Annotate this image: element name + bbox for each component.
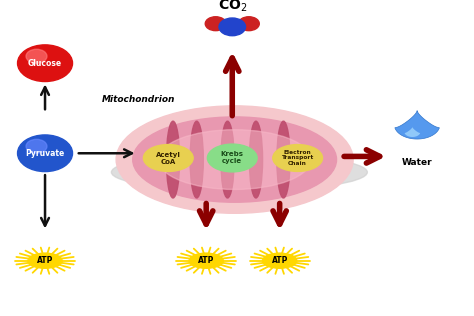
Text: Electron
Transport
Chain: Electron Transport Chain — [282, 150, 314, 166]
Ellipse shape — [158, 130, 311, 190]
Text: Acetyl
CoA: Acetyl CoA — [156, 151, 181, 165]
Ellipse shape — [133, 117, 337, 202]
Ellipse shape — [111, 153, 367, 191]
Circle shape — [205, 17, 226, 31]
Ellipse shape — [28, 253, 62, 268]
Circle shape — [18, 135, 73, 172]
Text: Water: Water — [402, 157, 432, 167]
Ellipse shape — [116, 106, 353, 213]
Ellipse shape — [277, 121, 290, 198]
Circle shape — [26, 139, 47, 153]
Ellipse shape — [143, 145, 193, 171]
Ellipse shape — [273, 145, 322, 171]
Circle shape — [26, 49, 47, 63]
Text: CO$_2$: CO$_2$ — [218, 0, 247, 14]
Polygon shape — [395, 111, 439, 139]
Polygon shape — [405, 127, 420, 137]
Circle shape — [238, 17, 259, 31]
Text: Mitochondrion: Mitochondrion — [102, 95, 175, 104]
Ellipse shape — [190, 121, 203, 198]
Ellipse shape — [263, 253, 297, 268]
Ellipse shape — [189, 253, 223, 268]
Ellipse shape — [207, 144, 257, 172]
Text: ATP: ATP — [198, 256, 214, 265]
Text: ATP: ATP — [37, 256, 53, 265]
Text: Krebs
cycle: Krebs cycle — [221, 151, 244, 165]
Text: ATP: ATP — [272, 256, 288, 265]
Text: Glucose: Glucose — [28, 59, 62, 68]
Ellipse shape — [249, 121, 263, 198]
Circle shape — [219, 18, 246, 36]
Text: Pyruvate: Pyruvate — [26, 149, 64, 158]
Ellipse shape — [221, 121, 234, 198]
Ellipse shape — [166, 121, 180, 198]
Circle shape — [18, 45, 73, 82]
